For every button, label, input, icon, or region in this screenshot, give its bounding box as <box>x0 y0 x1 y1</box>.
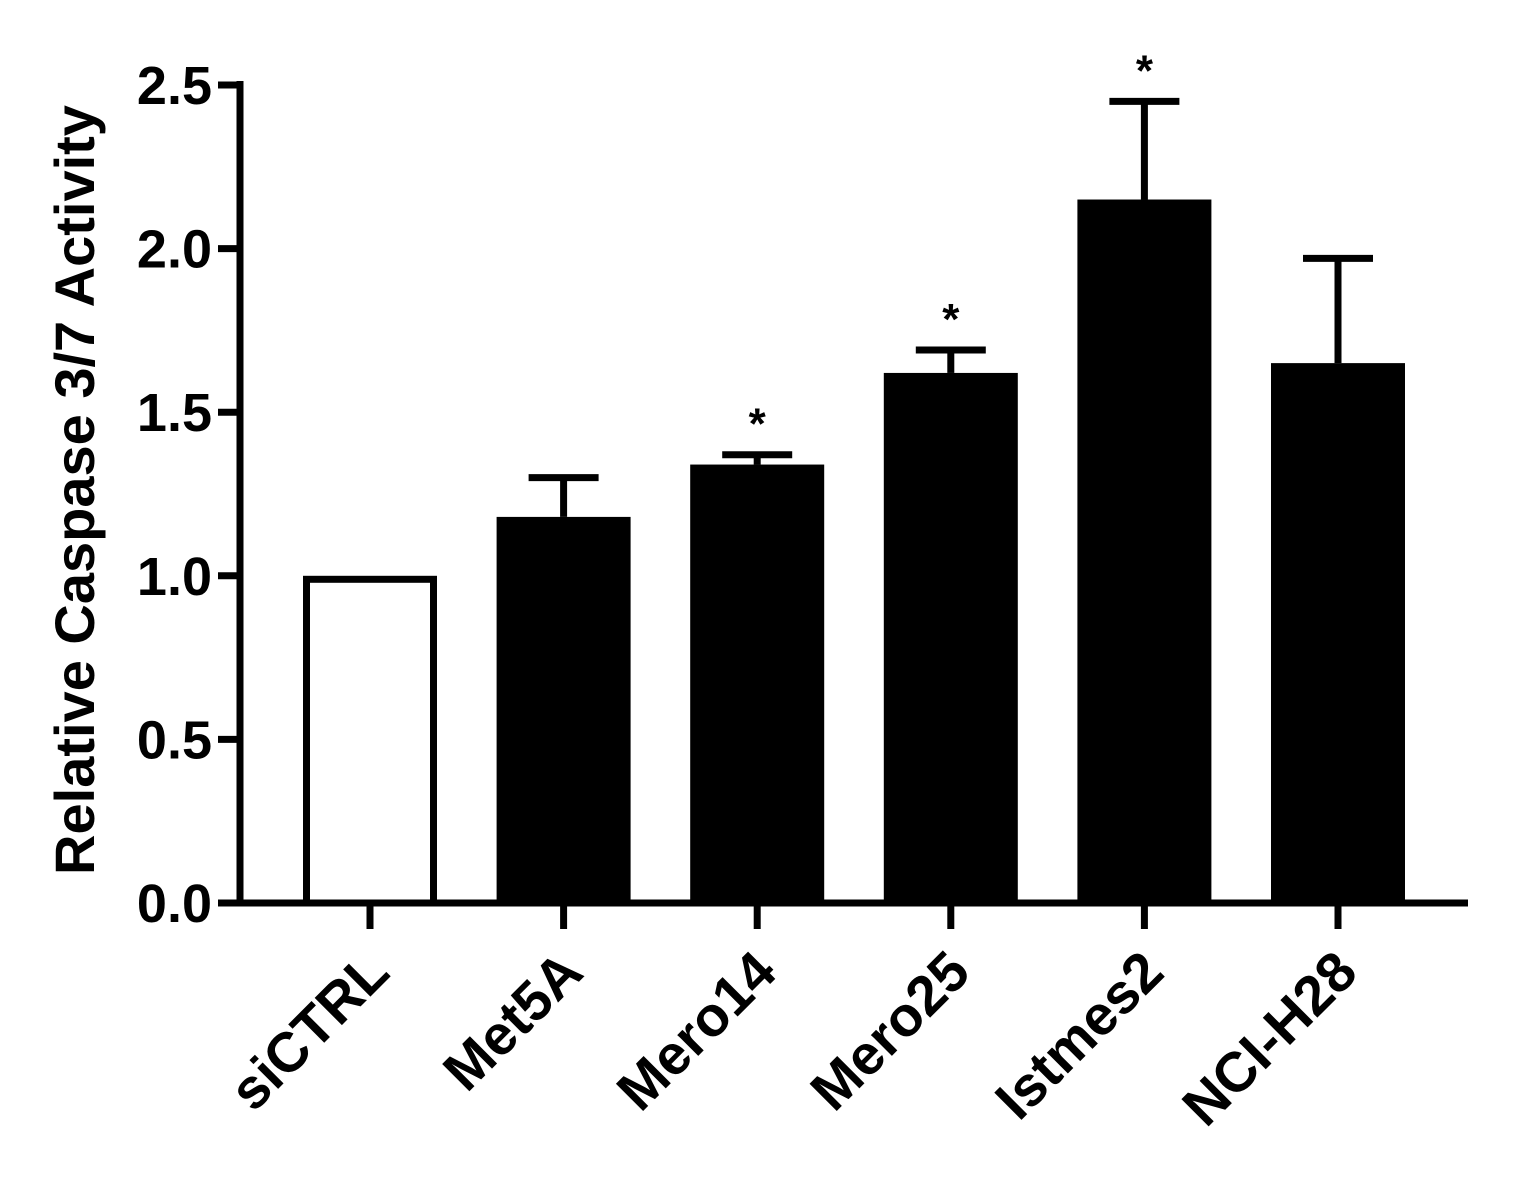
bar <box>1271 363 1405 907</box>
y-tick-label: 0.0 <box>137 874 212 934</box>
x-tick-label: Met5A <box>431 939 594 1102</box>
axes-layer <box>236 81 1468 907</box>
bar <box>496 516 631 907</box>
x-tick-label: Mero14 <box>604 939 787 1122</box>
significance-marker: * <box>1136 46 1154 95</box>
x-tick-label: Mero25 <box>798 939 981 1122</box>
y-tick-label: 2.5 <box>137 56 212 116</box>
y-ticks-layer: 0.0 0.5 1.0 1.5 2.0 2.5 <box>137 56 240 934</box>
y-axis-title: Relative Caspase 3/7 Activity <box>43 105 106 875</box>
y-tick-label: 1.5 <box>137 383 212 443</box>
y-tick-label: 1.0 <box>137 547 212 607</box>
y-tick-label: 0.5 <box>137 710 212 770</box>
bar <box>690 464 825 907</box>
x-tick-label: NCI-H28 <box>1170 939 1369 1138</box>
error-bars-layer <box>528 97 1373 517</box>
bar <box>303 575 437 907</box>
bar <box>1077 199 1212 907</box>
significance-marker: * <box>942 295 960 344</box>
y-tick-label: 2.0 <box>137 220 212 280</box>
significance-marker: * <box>749 400 767 449</box>
significance-layer: * * * <box>749 46 1154 448</box>
x-tick-label: Istmes2 <box>983 939 1175 1131</box>
bar <box>883 372 1018 907</box>
x-tick-label: siCTRL <box>217 939 400 1122</box>
bars-layer <box>303 199 1405 907</box>
